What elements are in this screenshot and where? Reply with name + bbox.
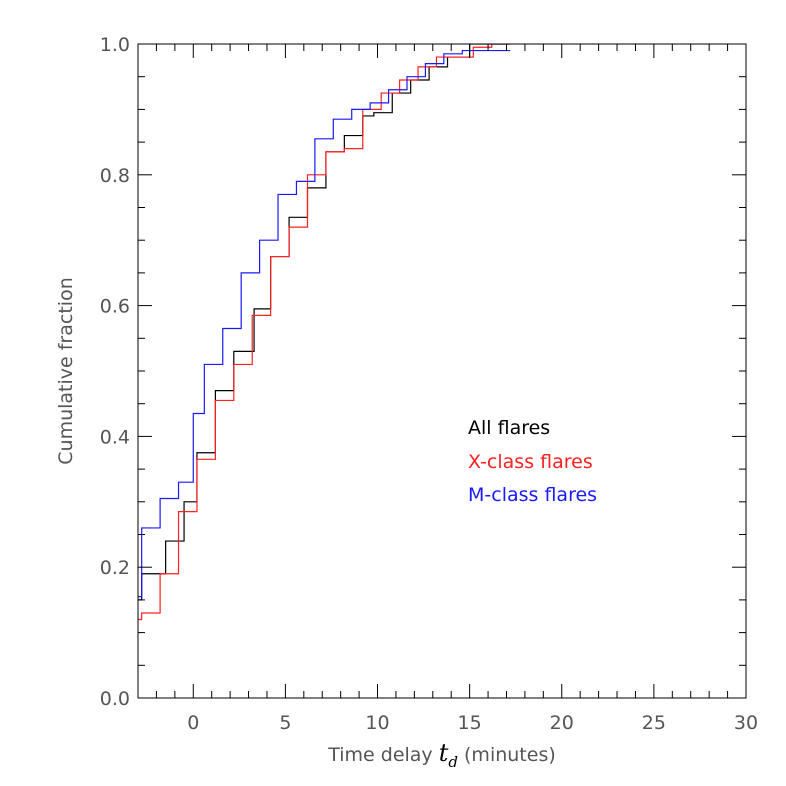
x-tick-label: 10 bbox=[365, 712, 389, 734]
series-line-0 bbox=[138, 44, 511, 601]
x-tick-label: 25 bbox=[642, 712, 666, 734]
x-tick-label: 0 bbox=[187, 712, 199, 734]
x-axis-label-prefix: Time delay bbox=[327, 744, 439, 766]
x-axis-label-suffix: (minutes) bbox=[458, 744, 556, 766]
legend-entry-m-class-flares: M-class flares bbox=[468, 484, 597, 506]
series-line-1 bbox=[138, 44, 511, 621]
x-axis-label: Time delay td (minutes) bbox=[327, 739, 556, 771]
plot-frame bbox=[137, 43, 747, 699]
legend-entry-all-flares: All flares bbox=[468, 417, 550, 439]
y-tick-label: 0.6 bbox=[100, 296, 130, 318]
y-tick-label: 1.0 bbox=[100, 34, 130, 56]
x-tick-label: 15 bbox=[458, 712, 482, 734]
x-axis-label-symbol: t bbox=[439, 739, 449, 767]
plot-series bbox=[138, 44, 511, 621]
y-tick-label: 0.2 bbox=[100, 557, 130, 579]
y-tick-label: 0.0 bbox=[100, 688, 130, 710]
x-tick-label: 30 bbox=[734, 712, 758, 734]
y-tick-label: 0.4 bbox=[100, 426, 130, 448]
axis-ticks bbox=[137, 43, 747, 699]
x-tick-label: 5 bbox=[279, 712, 291, 734]
y-tick-label: 0.8 bbox=[100, 165, 130, 187]
x-axis-label-subscript: d bbox=[448, 753, 458, 771]
legend-entry-x-class-flares: X-class flares bbox=[468, 451, 593, 473]
legend: All flares X-class flares M-class flares bbox=[468, 417, 597, 506]
x-tick-label: 20 bbox=[550, 712, 574, 734]
y-axis-label: Cumulative fraction bbox=[55, 277, 77, 464]
series-line-2 bbox=[138, 49, 511, 598]
axis-tick-labels: 0 5 10 15 20 25 30 0.0 0.2 0.4 0.6 0.8 1.0 bbox=[100, 34, 758, 734]
